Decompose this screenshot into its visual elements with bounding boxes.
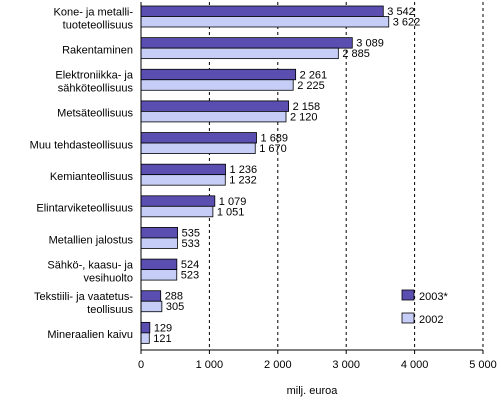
bar-1-series-1 [140,47,339,60]
category-label-3: Metsäteollisuus [57,108,133,120]
category-label-8-line-0: Sähkö-, kaasu- ja [47,259,133,271]
legend-label-1: 2002 [419,314,443,326]
bar-2-series-0 [140,68,297,81]
legend-label-0: 2003* [419,291,448,303]
x-tick-label-0: 0 [138,359,144,371]
value-label-6-series-0: 1 079 [219,196,247,208]
value-label-2-series-0: 2 261 [300,69,328,81]
category-label-0-line-1: tuoteteollisuus [63,19,134,31]
x-axis-title: milj. euroa [287,385,339,397]
bar-9-series-1 [140,300,163,313]
x-tick-label-1: 1 000 [196,359,224,371]
value-label-5-series-1: 1 232 [229,175,257,187]
x-tick-label-4: 4 000 [401,359,429,371]
category-label-2-line-1: sähköteollisuus [58,83,134,95]
bar-8-series-1 [140,269,178,281]
x-tick-label-5: 5 000 [469,359,497,371]
category-label-0-line-0: Kone- ja metalli- [54,6,134,18]
bar-6-series-0 [140,195,216,207]
bar-9-series-0 [140,290,162,302]
bar-4-series-0 [140,132,257,144]
bar-2-series-1 [140,79,294,91]
bar-0-series-0 [140,5,384,17]
value-label-10-series-0: 129 [154,322,172,334]
category-label-10: Mineraalien kaivu [47,329,133,341]
bar-7-series-1 [140,237,178,249]
value-label-0-series-1: 3 622 [393,17,421,29]
bar-3-series-1 [140,111,287,123]
value-label-6-series-1: 1 051 [217,206,245,218]
bar-10-series-1 [140,332,150,344]
value-label-4-series-0: 1 689 [261,133,289,145]
bar-1-series-0 [140,37,353,49]
category-label-2-line-0: Elektroniikka- ja [55,70,134,82]
category-label-6: Elintarviketeollisuus [36,203,133,215]
value-label-0-series-0: 3 542 [387,6,415,18]
bar-8-series-0 [140,258,178,270]
bar-6-series-1 [140,205,214,218]
value-label-8-series-1: 523 [181,270,199,282]
value-label-4-series-1: 1 670 [259,143,287,155]
value-label-5-series-0: 1 236 [230,164,258,176]
legend-swatch-1 [401,312,415,324]
category-label-5: Kemianteollisuus [50,171,134,183]
bar-10-series-0 [140,321,151,334]
value-label-1-series-1: 2 885 [342,48,370,60]
value-label-9-series-0: 288 [165,291,183,303]
x-tick-label-3: 3 000 [332,359,360,371]
value-label-9-series-1: 305 [166,301,184,313]
category-label-7: Metallien jalostus [49,234,134,246]
value-label-7-series-1: 533 [181,238,199,250]
value-label-7-series-0: 535 [182,227,200,239]
category-label-8-line-1: vesihuolto [83,272,133,284]
category-label-1: Rakentaminen [62,44,133,56]
bar-5-series-1 [140,174,226,186]
category-label-4: Muu tehdasteollisuus [30,139,134,151]
category-label-9-line-1: teollisuus [87,304,133,316]
value-label-2-series-1: 2 225 [297,80,325,92]
category-label-9-line-0: Tekstiili- ja vaatetus- [34,291,133,303]
value-label-3-series-0: 2 158 [293,101,321,113]
legend-swatch-0 [401,289,415,301]
bar-7-series-0 [140,227,178,239]
bar-3-series-0 [140,100,290,112]
value-label-8-series-0: 524 [181,259,199,271]
bar-4-series-1 [140,142,256,154]
bar-5-series-0 [140,163,226,176]
value-label-3-series-1: 2 120 [290,111,318,123]
value-label-1-series-0: 3 089 [356,38,384,50]
bar-0-series-1 [140,16,390,28]
value-label-10-series-1: 121 [153,333,171,345]
x-tick-label-2: 2 000 [264,359,292,371]
